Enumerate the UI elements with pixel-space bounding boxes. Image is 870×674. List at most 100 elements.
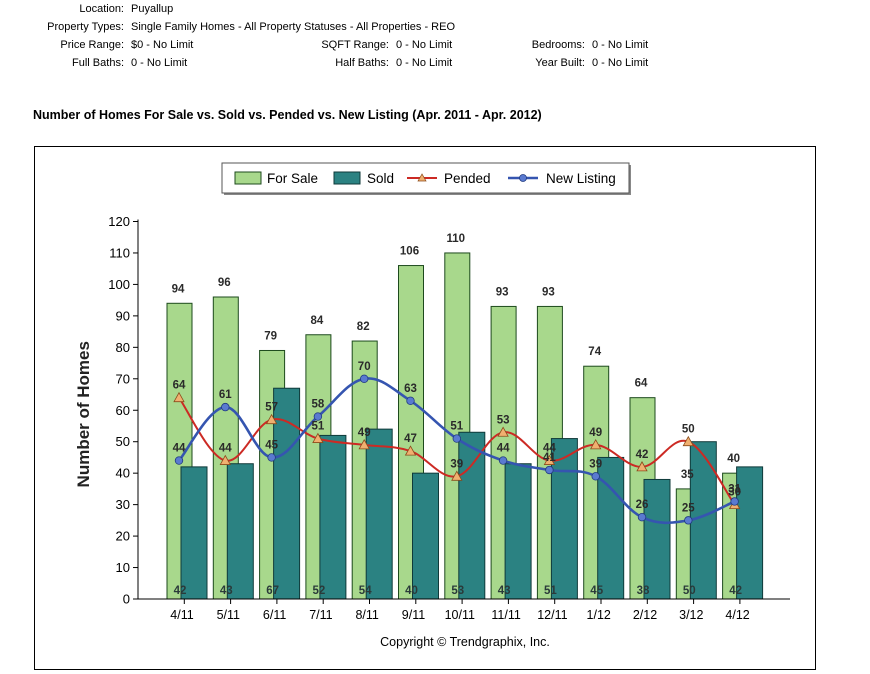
new-listing-marker <box>360 374 369 383</box>
year-built-label: Year Built: <box>535 57 585 69</box>
pended-data-label: 47 <box>404 433 417 445</box>
pended-marker <box>265 413 278 425</box>
pended-marker <box>173 391 185 403</box>
new-listing-data-label: 26 <box>636 499 649 511</box>
new-listing-marker <box>591 472 600 481</box>
sold-bar <box>458 431 486 600</box>
pended-marker <box>404 445 417 456</box>
x-tick-label: 6/11 <box>263 608 286 622</box>
chart-frame: 94 42 64 44 96 43 44 61 79 67 57 45 84 52 51 58 82 54 49 70… <box>34 146 816 670</box>
sold-data-label: 54 <box>359 585 372 597</box>
full-baths-label: Full Baths: <box>72 57 124 69</box>
price-range-label: Price Range: <box>60 39 124 51</box>
pended-data-label: 49 <box>358 427 371 439</box>
for-sale-data-label: 96 <box>218 277 231 289</box>
y-tick-label: 0 <box>123 592 130 607</box>
new-listing-marker <box>267 453 276 462</box>
price-range-value: $0 - No Limit <box>131 39 194 51</box>
new-listing-marker <box>313 412 323 421</box>
new-listing-marker <box>684 516 693 525</box>
y-tick-label: 60 <box>116 403 130 418</box>
sold-data-label: 43 <box>220 585 233 597</box>
sold-data-label: 43 <box>498 585 511 597</box>
sold-data-label: 42 <box>729 585 742 597</box>
new-listing-marker <box>545 465 554 475</box>
full-baths-value: 0 - No Limit <box>131 57 188 69</box>
y-tick-label: 100 <box>108 277 130 292</box>
legend-pended-label: Pended <box>444 171 491 186</box>
pended-data-label: 57 <box>265 402 278 414</box>
pended-data-label: 30 <box>728 487 741 499</box>
legend-sold-swatch <box>333 171 361 185</box>
pended-data-label: 51 <box>312 421 325 433</box>
pended-marker <box>219 454 231 465</box>
sold-bar <box>689 441 717 600</box>
new-listing-data-label: 31 <box>728 483 741 495</box>
property-types-value: Single Family Homes - All Property Statu… <box>131 21 455 33</box>
sold-data-label: 52 <box>313 585 326 597</box>
pended-data-label: 44 <box>219 443 232 455</box>
legend-for-sale-label: For Sale <box>267 171 318 186</box>
for-sale-data-label: 64 <box>635 378 648 390</box>
chart-title: Number of Homes For Sale vs. Sold vs. Pe… <box>33 108 542 122</box>
x-tick-label: 10/11 <box>445 608 475 622</box>
x-tick-label: 3/12 <box>679 608 703 622</box>
pended-marker <box>497 426 509 437</box>
legend-sold-label: Sold <box>367 171 394 186</box>
pended-marker <box>682 435 694 447</box>
pended-data-label: 53 <box>497 414 510 426</box>
x-tick-label: 1/12 <box>587 608 611 622</box>
new-listing-marker <box>637 513 647 522</box>
for-sale-data-label: 79 <box>264 330 277 342</box>
new-listing-marker <box>174 456 184 465</box>
sold-bar <box>504 463 532 600</box>
x-tick-label: 4/12 <box>725 608 749 622</box>
for-sale-data-label: 84 <box>311 315 324 327</box>
pended-marker <box>590 439 602 450</box>
new-listing-data-label: 51 <box>450 421 463 433</box>
for-sale-data-label: 82 <box>357 321 370 333</box>
new-listing-data-label: 58 <box>312 399 325 411</box>
pended-marker <box>451 470 463 481</box>
x-tick-label: 4/11 <box>170 608 193 622</box>
x-tick-label: 7/11 <box>309 608 332 622</box>
pended-marker <box>358 439 370 450</box>
pended-data-label: 49 <box>589 427 602 439</box>
y-tick-label: 10 <box>116 560 130 575</box>
x-tick-label: 2/12 <box>633 608 657 622</box>
sold-bar <box>412 472 439 600</box>
x-tick-label: 11/11 <box>491 608 520 622</box>
pended-marker <box>636 461 648 472</box>
legend-new-listing-label: New Listing <box>546 171 616 186</box>
pended-data-label: 64 <box>173 380 186 392</box>
sold-data-label: 50 <box>683 585 696 597</box>
for-sale-data-label: 93 <box>542 286 555 298</box>
y-tick-label: 70 <box>116 371 130 386</box>
x-tick-label: 8/11 <box>355 608 378 622</box>
new-listing-marker <box>498 456 508 465</box>
for-sale-data-label: 35 <box>681 469 694 481</box>
sold-bar <box>180 466 208 600</box>
pended-marker <box>312 432 324 443</box>
for-sale-data-label: 110 <box>447 233 466 245</box>
location-label: Location: <box>79 3 124 15</box>
x-tick-label: 12/11 <box>537 608 567 622</box>
sold-bar <box>226 463 254 600</box>
new-listing-data-label: 44 <box>497 443 510 455</box>
location-value: Puyallup <box>131 3 174 15</box>
bedrooms-value: 0 - No Limit <box>592 39 649 51</box>
pended-data-label: 50 <box>682 424 695 436</box>
sold-bar <box>273 387 301 600</box>
legend-for-sale-swatch <box>234 171 262 185</box>
sold-data-label: 42 <box>174 585 187 597</box>
legend-new-listing-marker <box>519 174 527 182</box>
y-tick-label: 120 <box>108 214 130 229</box>
new-listing-data-label: 70 <box>358 361 371 373</box>
for-sale-data-label: 74 <box>588 346 601 358</box>
new-listing-marker <box>452 434 461 443</box>
sold-data-label: 53 <box>451 585 464 597</box>
for-sale-data-label: 94 <box>172 283 185 295</box>
sold-bar <box>643 478 671 600</box>
new-listing-data-label: 45 <box>265 439 278 451</box>
pended-data-label: 44 <box>543 443 556 455</box>
